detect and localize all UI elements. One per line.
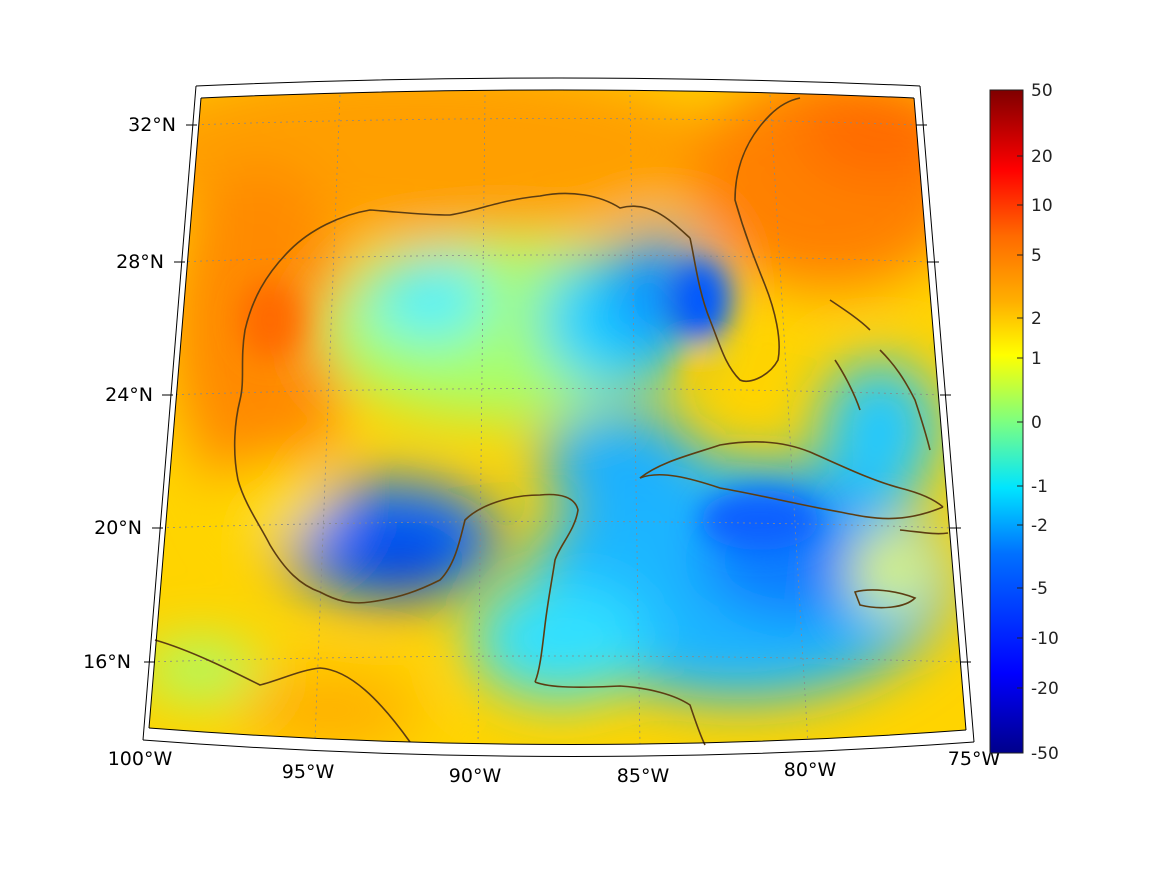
lon-label-85: 85°W (617, 765, 670, 787)
lat-labels: 32°N 28°N 24°N 20°N 16°N (83, 114, 176, 673)
lon-label-80: 80°W (784, 759, 837, 781)
lat-label-20: 20°N (94, 517, 142, 539)
colorbar-tick-label: -50 (1031, 744, 1059, 764)
lat-label-24: 24°N (105, 384, 153, 406)
colorbar-tick-label: 50 (1031, 81, 1053, 101)
lon-label-100: 100°W (108, 748, 173, 770)
colorbar-tick-label: -10 (1031, 629, 1059, 649)
lon-label-95: 95°W (282, 761, 335, 783)
lat-label-28: 28°N (116, 251, 164, 273)
colorbar-tick-label: -1 (1031, 477, 1048, 497)
graticule (149, 94, 963, 745)
colorbar-tick-label: -2 (1031, 516, 1048, 536)
lon-label-75: 75°W (948, 748, 1001, 770)
colorbar-tick-label: 5 (1031, 246, 1042, 266)
coastlines (154, 97, 949, 746)
colorbar-tick-label: 10 (1031, 196, 1053, 216)
map-frame (142, 77, 975, 758)
colorbar-tick-label: 2 (1031, 309, 1042, 329)
colorbar-tick-label: 1 (1031, 349, 1042, 369)
colorbar-tick-label: -5 (1031, 579, 1048, 599)
colorbar-tick-label: 20 (1031, 147, 1053, 167)
data-field (149, 90, 966, 745)
lon-labels: 100°W 95°W 90°W 85°W 80°W 75°W (108, 748, 1001, 787)
colorbar-tick-label: 0 (1031, 413, 1042, 433)
colorbar-tick-label: -20 (1031, 679, 1059, 699)
lat-label-32: 32°N (128, 114, 176, 136)
lat-label-16: 16°N (83, 651, 131, 673)
lon-label-90: 90°W (449, 765, 502, 787)
